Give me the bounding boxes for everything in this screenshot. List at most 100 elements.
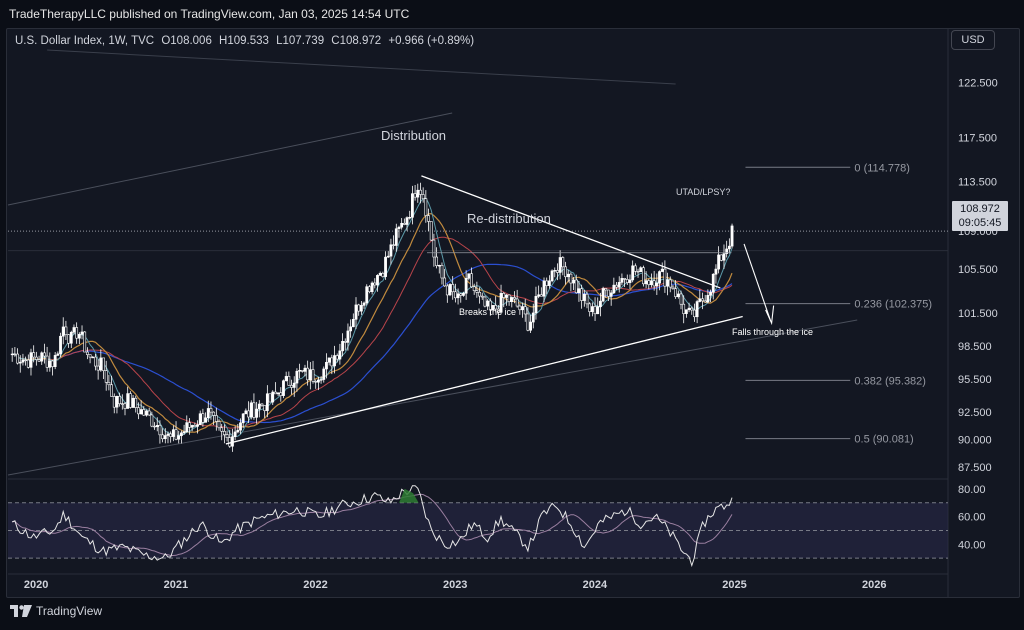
falls-through-ice-annotation: Falls through the ice [732,327,813,337]
rsi-axis-label: 60.00 [958,512,986,524]
currency-button[interactable]: USD [951,30,995,50]
candle-body [427,215,430,222]
candle-body [411,193,414,218]
rsi-line [12,485,733,568]
candle-body [308,369,312,381]
candle-body [198,413,202,426]
candle-body [18,361,22,364]
candle-body [214,415,218,422]
candle-body [263,405,267,411]
candle-body [462,292,465,296]
descending-trendline[interactable] [421,175,721,289]
candle-body [284,376,288,382]
candle-body [569,273,573,284]
candle-body [623,278,627,280]
candle-body [496,308,500,313]
candle-body [236,429,240,433]
candle-body [61,326,65,337]
tradingview-logo-icon [10,605,32,617]
candle-body [599,300,602,307]
candle-body [343,340,347,343]
candle-body [359,305,363,312]
candle-body [292,382,296,388]
candle-body [376,275,379,286]
candle-body [636,270,640,273]
candle-body [475,290,479,293]
candle-body [362,302,366,306]
candle-body [526,313,530,331]
candle-body [102,357,105,371]
price-axis-label: 87.500 [958,462,992,474]
candle-body [147,410,151,416]
candle-body [642,267,645,285]
candle-body [134,397,138,408]
candle-body [180,432,183,437]
candle-body [298,370,301,372]
price-axis-label: 101.500 [958,308,998,320]
ascending-trendline[interactable] [225,315,743,445]
candle-body [727,245,731,250]
candle-body [593,306,597,315]
moving-average-slow-line [12,236,733,429]
fib-level-label: 0.382 (95.382) [854,375,926,387]
candle-body [37,359,41,362]
candle-body [647,280,651,285]
candle-body [620,278,624,283]
candle-body [373,282,377,286]
candle-body [539,294,543,297]
candle-body [91,356,95,359]
price-axis-label: 95.500 [958,374,992,386]
candle-body [432,239,436,258]
candle-body [615,284,618,288]
candle-body [59,335,62,355]
candle-body [445,285,449,296]
candle-body [607,289,610,297]
candle-body [706,295,710,303]
candle-body [499,293,503,313]
candle-body [118,395,122,404]
candle-body [88,354,92,358]
rsi-axis-label: 80.00 [958,484,986,496]
time-axis-label: 2025 [722,579,746,591]
candle-body [668,279,672,288]
candle-body [319,379,323,381]
candle-body [222,430,226,435]
candle-body [547,280,551,286]
candle-body [545,280,549,286]
candle-body [631,265,635,281]
candle-body [80,331,84,335]
candle-body [711,273,715,293]
candle-body [247,410,250,418]
candle-body [505,294,508,298]
candle-body [663,268,667,287]
candle-body [45,355,49,368]
channel-line-upper [7,112,453,206]
candle-body [601,288,605,302]
candle-body [110,384,113,397]
candle-body [112,396,116,408]
candle-body [381,272,385,277]
candle-body [456,293,460,299]
candle-body [400,222,404,228]
redistribution-annotation: Re-distribution [467,211,551,226]
candle-body [416,189,420,198]
candle-body [574,279,578,294]
candle-body [421,194,425,200]
candle-body [429,221,433,241]
candle-body [40,352,44,362]
candle-body [413,193,417,198]
time-axis-label: 2024 [583,579,608,591]
candle-body [311,369,315,382]
candle-body [115,395,119,408]
publisher-line: TradeTherapyLLC published on TradingView… [0,0,1024,28]
candle-body [722,253,726,261]
candle-body [582,293,586,301]
candle-body [137,407,140,415]
candle-body [120,403,124,405]
candle-body [644,280,648,285]
rsi-overbought-fill [399,488,419,503]
candle-body [604,288,608,291]
time-axis-label: 2021 [164,579,188,591]
